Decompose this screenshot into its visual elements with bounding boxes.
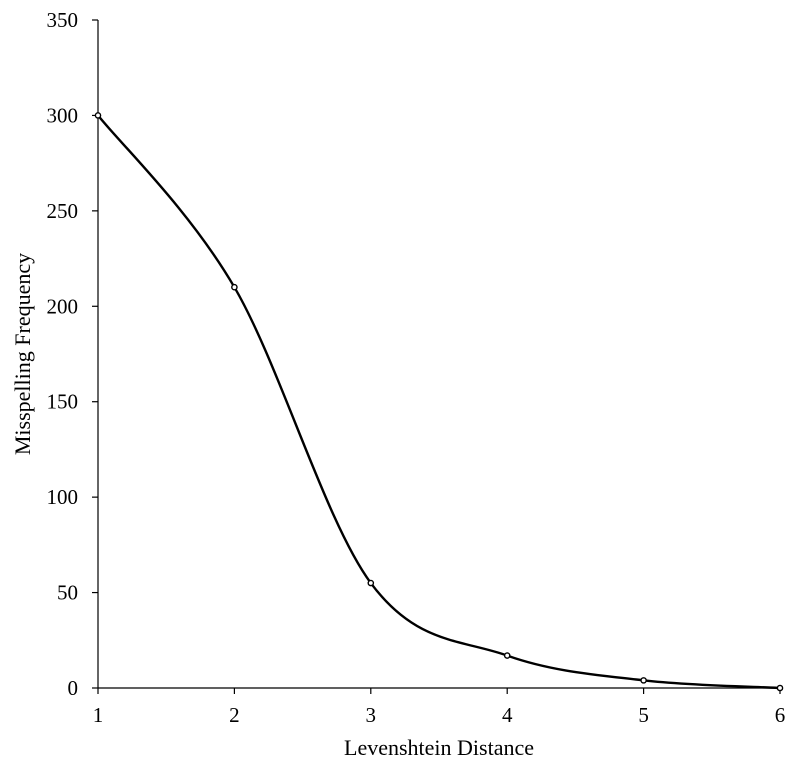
data-point <box>231 283 238 291</box>
x-tick-label: 3 <box>366 703 377 727</box>
x-tick-label: 4 <box>502 703 513 727</box>
y-tick-label: 150 <box>47 390 79 414</box>
x-tick-label: 6 <box>775 703 786 727</box>
y-tick-label: 0 <box>68 676 79 700</box>
y-axis-title: Misspelling Frequency <box>10 253 35 455</box>
y-tick-label: 250 <box>47 199 79 223</box>
y-tick-label: 350 <box>47 8 79 32</box>
y-axis-ticks: 0 50 100 150 200 250 300 350 <box>47 8 98 700</box>
data-point <box>640 677 647 684</box>
data-point <box>503 652 511 659</box>
y-tick-label: 300 <box>47 103 79 127</box>
data-point <box>94 112 102 119</box>
x-tick-label: 5 <box>638 703 649 727</box>
series-line <box>97 114 781 690</box>
x-tick-label: 2 <box>229 703 240 727</box>
y-tick-label: 100 <box>47 485 79 509</box>
y-tick-label: 200 <box>47 294 79 318</box>
x-axis-title: Levenshtein Distance <box>344 735 534 760</box>
x-tick-label: 1 <box>93 703 104 727</box>
y-tick-label: 50 <box>57 581 78 605</box>
data-point <box>776 684 784 692</box>
data-point <box>367 579 375 587</box>
data-points <box>94 112 784 692</box>
x-axis-ticks: 1 2 3 4 5 6 <box>93 688 786 727</box>
